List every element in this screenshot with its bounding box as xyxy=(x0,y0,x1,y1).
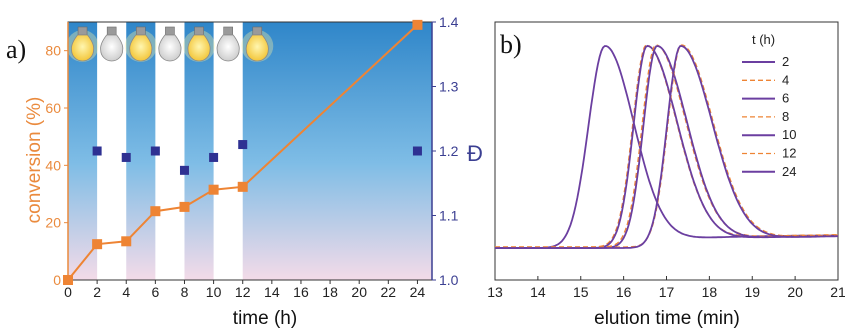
legend-label: 4 xyxy=(782,72,789,87)
light-on-band xyxy=(242,22,432,280)
lightbulb-off-icon xyxy=(216,26,240,62)
dispersity-point xyxy=(150,146,160,156)
x-axis-title: time (h) xyxy=(233,308,297,328)
axes xyxy=(494,21,839,281)
bulb-base xyxy=(194,26,204,36)
conversion-point xyxy=(63,275,73,285)
legend-label: 12 xyxy=(782,146,796,161)
bulb-base xyxy=(252,26,263,36)
x-tick-label: 8 xyxy=(181,284,189,300)
lightbulb-off-icon xyxy=(158,26,182,62)
conversion-point xyxy=(121,236,132,247)
data-series xyxy=(63,19,423,285)
x-tick-label: 19 xyxy=(744,284,760,300)
bulb-glass xyxy=(100,34,124,62)
legend-label: 10 xyxy=(782,127,796,142)
bulb-glass xyxy=(129,34,153,62)
panel-a: a) 0 2 4 6 8 10 12 14 16 18 20 22 240204060801.01.11… xyxy=(6,14,483,328)
x-tick-label: 16 xyxy=(293,284,309,300)
x-tick-label: 17 xyxy=(659,284,675,300)
bulb-base xyxy=(106,26,117,36)
x-tick-label: 24 xyxy=(410,284,426,300)
bulb-base xyxy=(223,26,233,36)
lightbulb-on-icon xyxy=(241,26,274,62)
conversion-point xyxy=(179,201,190,212)
x-tick-label: 21 xyxy=(830,284,845,300)
legend-label: 24 xyxy=(782,164,796,179)
x-tick-label: 4 xyxy=(122,284,130,300)
lightbulb-on-icon xyxy=(124,26,157,62)
conversion-point xyxy=(208,184,219,195)
x-tick-label: 15 xyxy=(573,284,589,300)
x-tick-label: 20 xyxy=(351,284,367,300)
x-tick-label: 13 xyxy=(487,284,503,300)
x-tick-label: 14 xyxy=(530,284,546,300)
tick-labels: 0 2 4 6 8 10 12 14 16 18 20 22 240204060801.01.11.21… xyxy=(45,14,458,300)
x-tick-label: 18 xyxy=(322,284,338,300)
lightbulb-off-icon xyxy=(100,26,124,62)
y-tick-label: 0 xyxy=(53,272,61,288)
y-tick-label: 20 xyxy=(45,215,61,231)
dispersity-point xyxy=(121,152,131,162)
conversion-point xyxy=(150,206,161,217)
y-axis-title: conversion (%) xyxy=(24,97,45,224)
x-tick-label: 12 xyxy=(235,284,251,300)
data-series xyxy=(495,44,839,249)
y2-axis-title: Đ xyxy=(467,141,483,166)
bulb-glass xyxy=(71,34,95,62)
bulb-base xyxy=(77,26,88,36)
panel-a-label: a) xyxy=(6,35,26,64)
x-tick-label: 14 xyxy=(264,284,280,300)
x-tick-label: 6 xyxy=(151,284,159,300)
light-on-band xyxy=(184,22,214,280)
panel-b-label: b) xyxy=(500,30,522,59)
dispersity-point xyxy=(92,146,102,156)
y2-tick-label: 1.3 xyxy=(439,79,459,95)
x-tick-label: 22 xyxy=(381,284,397,300)
x-tick-label: 0 xyxy=(64,284,72,300)
axes xyxy=(64,21,436,284)
light-on-band xyxy=(68,22,98,280)
bulb-base xyxy=(136,26,146,36)
legend-label: 6 xyxy=(782,91,789,106)
bulb-glass xyxy=(245,34,269,62)
legend-title: t (h) xyxy=(752,32,775,47)
plot-background xyxy=(68,22,432,280)
conversion-point xyxy=(412,19,423,30)
x-tick-label: 20 xyxy=(787,284,803,300)
y2-tick-label: 1.1 xyxy=(439,208,459,224)
light-icons xyxy=(66,26,274,62)
legend-label: 2 xyxy=(782,54,789,69)
bulb-glass xyxy=(158,34,182,62)
x-tick-label: 10 xyxy=(206,284,222,300)
y-tick-label: 40 xyxy=(45,157,61,173)
dispersity-point xyxy=(179,165,189,175)
dispersity-point xyxy=(238,140,248,150)
y-tick-label: 60 xyxy=(45,100,61,116)
bulb-base xyxy=(165,26,175,36)
conversion-point xyxy=(92,239,103,250)
trace-t-24 xyxy=(495,45,838,249)
legend-label: 8 xyxy=(782,109,789,124)
lightbulb-on-icon xyxy=(66,26,99,62)
x-tick-label: 2 xyxy=(93,284,101,300)
dispersity-point xyxy=(412,146,422,156)
y2-tick-label: 1.4 xyxy=(439,14,459,30)
x-tick-label: 16 xyxy=(616,284,632,300)
bulb-glass xyxy=(216,34,240,62)
y2-tick-label: 1.2 xyxy=(439,143,459,159)
dispersity-point xyxy=(209,152,219,162)
x-axis-title: elution time (min) xyxy=(594,308,740,328)
lightbulb-on-icon xyxy=(183,26,216,62)
bulb-glass xyxy=(187,34,211,62)
tick-labels: 13 14 15 16 17 18 19 20 21 xyxy=(487,284,845,300)
conversion-point xyxy=(237,181,248,192)
y-tick-label: 80 xyxy=(45,43,61,59)
x-tick-label: 18 xyxy=(702,284,718,300)
y2-tick-label: 1.0 xyxy=(439,272,459,288)
